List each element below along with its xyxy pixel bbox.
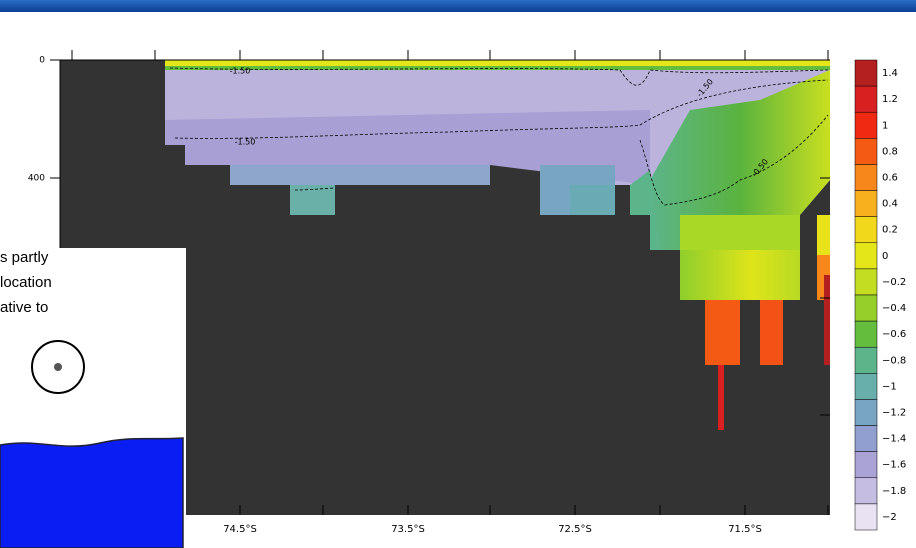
colorbar-swatch: [855, 347, 877, 373]
colorbar-swatch: [855, 243, 877, 269]
colorbar: 1.4 1.2 1 0.8 0.6 0.4 0.2 0 −0.2 −0.4 −0.6 −0.8 −1 −1…: [855, 60, 906, 530]
colorbar-swatch: [855, 269, 877, 295]
colorbar-swatch: [855, 295, 877, 321]
colorbar-label: 0.8: [882, 146, 898, 157]
colorbar-swatch: [855, 86, 877, 112]
colorbar-label: 1.2: [882, 94, 898, 105]
y-tick-label: 400: [28, 174, 45, 184]
colorbar-label: −1.2: [882, 408, 906, 419]
overlay-text: s partly: [0, 249, 49, 266]
slide: 0 400 74.5°S 73.5°S 72.5°S 71.5°S s partly lo…: [0, 0, 916, 548]
colorbar-label: −1: [882, 381, 897, 392]
colorbar-swatch: [855, 164, 877, 190]
contour-label: -1.50: [230, 67, 251, 76]
y-tick-label: 0: [39, 56, 45, 66]
colorbar-label: 0.4: [882, 199, 898, 210]
colorbar-swatch: [855, 321, 877, 347]
colorbar-label: −1.4: [882, 434, 906, 445]
colorbar-label: −2: [882, 512, 897, 523]
colorbar-swatch: [855, 452, 877, 478]
colorbar-label: −1.8: [882, 486, 906, 497]
colorbar-swatch: [855, 60, 877, 86]
header-bar: [0, 0, 916, 12]
colorbar-label: −1.6: [882, 460, 906, 471]
colorbar-swatch: [855, 373, 877, 399]
colorbar-label: −0.2: [882, 277, 906, 288]
x-tick-label: 72.5°S: [558, 524, 592, 535]
contour-label: -1.50: [235, 138, 256, 147]
colorbar-label: 0.2: [882, 225, 898, 236]
x-tick-label: 71.5°S: [728, 524, 762, 535]
colorbar-swatch: [855, 426, 877, 452]
colorbar-swatch: [855, 217, 877, 243]
colorbar-label: −0.8: [882, 355, 906, 366]
colorbar-label: −0.6: [882, 329, 906, 340]
colorbar-swatch: [855, 399, 877, 425]
colorbar-swatch: [855, 191, 877, 217]
colorbar-swatch: [855, 112, 877, 138]
colorbar-label: −0.4: [882, 303, 906, 314]
overlay-text: location: [0, 274, 52, 291]
colorbar-label: 0: [882, 251, 888, 262]
overlay-text: ative to: [0, 299, 48, 316]
colorbar-swatch: [855, 138, 877, 164]
colorbar-label: 1: [882, 120, 888, 131]
x-tick-label: 74.5°S: [223, 524, 257, 535]
x-tick-label: 73.5°S: [391, 524, 425, 535]
colorbar-label: 1.4: [882, 68, 898, 79]
colorbar-label: 0.6: [882, 173, 898, 184]
colorbar-swatch: [855, 478, 877, 504]
overlay-box: s partly location ative to: [0, 248, 186, 548]
colorbar-swatch: [855, 504, 877, 530]
